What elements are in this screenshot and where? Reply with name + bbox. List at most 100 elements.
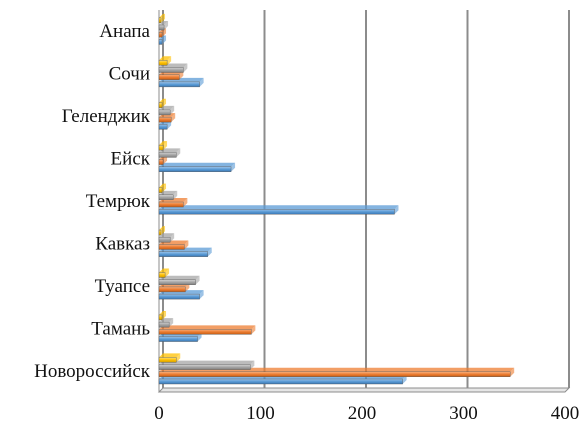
bar-side bbox=[176, 148, 181, 158]
bar-side bbox=[162, 310, 167, 320]
category-labels: Анапа Сочи Геленджик Ейск Темрюк Кавказ Туапсе… bbox=[34, 21, 151, 382]
category-label: Сочи bbox=[109, 64, 150, 85]
bar-front bbox=[158, 67, 184, 73]
bar-top bbox=[159, 268, 170, 273]
x-tick-labels: 0 100 200 300 400 bbox=[154, 403, 579, 424]
bar bbox=[158, 226, 166, 236]
bar-side bbox=[176, 353, 181, 363]
x-tick-label: 0 bbox=[154, 403, 164, 424]
bar bbox=[158, 141, 168, 151]
bar-side bbox=[164, 21, 169, 31]
bar-side bbox=[195, 275, 200, 285]
bar-side bbox=[185, 282, 190, 292]
bar-side bbox=[199, 290, 204, 300]
bar-front bbox=[158, 194, 174, 201]
bar bbox=[158, 98, 167, 108]
bar-top bbox=[159, 233, 175, 238]
bar-side bbox=[183, 63, 188, 73]
bar-side bbox=[162, 35, 167, 45]
bar-front bbox=[158, 229, 162, 236]
bar-front bbox=[158, 32, 163, 38]
bar bbox=[158, 310, 167, 321]
bar-side bbox=[167, 120, 172, 130]
bar-top bbox=[159, 13, 166, 18]
bar-front bbox=[158, 244, 185, 250]
bar-top bbox=[159, 141, 168, 146]
bar bbox=[158, 56, 172, 66]
bar-side bbox=[170, 105, 175, 115]
bar bbox=[158, 353, 181, 363]
category-label: Туапсе bbox=[95, 276, 150, 297]
bar bbox=[158, 183, 167, 193]
bar-front bbox=[158, 293, 200, 300]
bar-side bbox=[163, 141, 168, 151]
bar bbox=[158, 21, 169, 31]
category-label: Анапа bbox=[99, 21, 150, 42]
bar-side bbox=[170, 233, 175, 243]
bar bbox=[158, 233, 175, 243]
bar-top bbox=[159, 205, 399, 210]
category-label: Ейск bbox=[111, 149, 151, 170]
bar bbox=[158, 162, 236, 172]
chart-floor bbox=[157, 387, 571, 393]
x-tick-label: 400 bbox=[551, 403, 580, 424]
bar-top bbox=[159, 310, 167, 315]
bar-side bbox=[183, 198, 188, 208]
x-tick-label: 100 bbox=[246, 403, 275, 424]
bar-front bbox=[158, 272, 166, 278]
bar bbox=[158, 268, 170, 278]
bar-top bbox=[159, 353, 181, 358]
bar-front bbox=[158, 251, 208, 257]
bar-side bbox=[173, 190, 178, 200]
bar-top bbox=[159, 35, 167, 40]
bar-side bbox=[165, 268, 170, 278]
bar bbox=[158, 325, 256, 335]
bar-front bbox=[158, 116, 172, 123]
bar-top bbox=[159, 190, 178, 195]
bar-top bbox=[159, 183, 167, 188]
bar-top bbox=[159, 325, 256, 330]
bar-top bbox=[159, 275, 200, 280]
bar-front bbox=[158, 17, 162, 24]
bar-front bbox=[158, 371, 511, 377]
bar-front bbox=[158, 74, 180, 80]
bar-front bbox=[158, 201, 184, 208]
bar-side bbox=[510, 367, 515, 377]
bar-side bbox=[162, 98, 167, 108]
bar-side bbox=[179, 70, 184, 80]
bar bbox=[158, 360, 255, 370]
bar-top bbox=[159, 360, 255, 365]
bar-front bbox=[158, 102, 163, 108]
bar bbox=[158, 190, 178, 201]
bar-front bbox=[158, 209, 395, 215]
bar bbox=[158, 13, 166, 24]
gridlines bbox=[157, 10, 571, 393]
bar-side bbox=[231, 162, 236, 172]
bar-side bbox=[167, 56, 172, 66]
bar-front bbox=[158, 321, 170, 328]
bar-top bbox=[159, 98, 167, 103]
bar-front bbox=[158, 144, 164, 151]
bar-side bbox=[162, 183, 167, 193]
bar-front bbox=[158, 378, 403, 385]
bar-front bbox=[158, 24, 165, 31]
bar-side bbox=[394, 205, 399, 215]
bar bbox=[158, 35, 167, 45]
bar-front bbox=[158, 286, 186, 293]
bars bbox=[158, 13, 515, 385]
bar-front bbox=[158, 166, 232, 172]
bar-front bbox=[158, 314, 163, 321]
x-tick-label: 300 bbox=[449, 403, 478, 424]
bar-top bbox=[159, 162, 236, 167]
bar bbox=[158, 205, 399, 215]
bar-front bbox=[158, 364, 251, 370]
bar-side bbox=[162, 28, 167, 38]
category-label: Кавказ bbox=[95, 233, 150, 254]
category-label: Геленджик bbox=[62, 106, 151, 127]
bar-side bbox=[163, 155, 168, 165]
bar-side bbox=[171, 113, 176, 123]
bar-front bbox=[158, 336, 198, 342]
bar-top bbox=[159, 148, 181, 153]
bar-side bbox=[161, 226, 166, 236]
